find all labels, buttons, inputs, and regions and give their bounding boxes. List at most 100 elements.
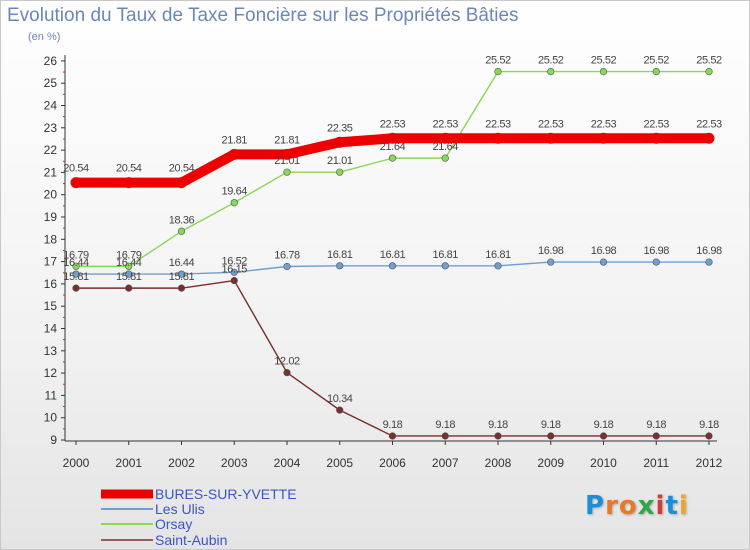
y-tick-label: 19 (44, 210, 58, 224)
data-point-bures-sur-yvette (650, 132, 662, 144)
data-point-bures-sur-yvette (598, 132, 609, 144)
data-point-orsay (494, 68, 502, 76)
y-tick-label: 25 (44, 76, 58, 90)
y-tick-label: 23 (44, 121, 58, 135)
data-label-bures-sur-yvette: 22.35 (327, 122, 353, 134)
data-label-bures-sur-yvette: 20.54 (169, 163, 195, 175)
y-tick-label: 21 (44, 165, 58, 179)
y-tick-label: 20 (44, 188, 58, 202)
data-label-bures-sur-yvette: 22.53 (538, 118, 564, 130)
data-label-orsay: 25.52 (538, 55, 564, 67)
data-label-saint-aubin: 12.02 (274, 356, 300, 368)
data-point-orsay (125, 262, 133, 270)
data-point-les-ulis (125, 270, 133, 278)
data-label-orsay: 25.52 (591, 55, 617, 67)
y-tick-label: 18 (44, 232, 58, 246)
data-label-les-ulis: 16.44 (116, 257, 142, 269)
data-label-bures-sur-yvette: 21.81 (221, 134, 247, 146)
legend-label-bures: BURES-SUR-YVETTE (155, 486, 297, 502)
data-point-orsay (230, 199, 238, 207)
data-label-les-ulis: 16.81 (327, 249, 353, 261)
y-tick-label: 13 (44, 344, 58, 358)
x-tick-label: 2006 (379, 456, 406, 470)
data-label-les-ulis: 16.81 (380, 249, 406, 261)
data-label-saint-aubin: 10.34 (327, 393, 353, 405)
data-label-orsay: 21.01 (274, 155, 300, 167)
data-label-les-ulis: 16.98 (643, 245, 669, 257)
data-point-les-ulis (336, 262, 344, 270)
data-point-saint-aubin (599, 432, 608, 440)
logo-letter: r (605, 491, 619, 521)
x-tick-label: 2005 (326, 456, 353, 470)
data-point-orsay (652, 68, 660, 76)
data-label-saint-aubin: 15.81 (63, 271, 89, 283)
logo-letter: o (618, 491, 638, 521)
data-label-bures-sur-yvette: 21.81 (274, 134, 300, 146)
x-tick-label: 2002 (168, 456, 195, 470)
data-label-orsay: 16.79 (63, 249, 89, 261)
data-point-orsay (705, 68, 713, 76)
x-tick-label: 2004 (274, 456, 301, 470)
data-point-les-ulis (705, 258, 713, 266)
data-label-orsay: 25.52 (485, 55, 511, 67)
data-label-orsay: 25.52 (643, 55, 669, 67)
x-tick-label: 2011 (643, 456, 669, 470)
x-tick-label: 2003 (221, 456, 248, 470)
data-label-saint-aubin: 9.18 (699, 419, 719, 431)
data-label-bures-sur-yvette: 22.53 (591, 118, 617, 130)
data-label-orsay: 21.64 (380, 141, 406, 153)
data-label-bures-sur-yvette: 22.53 (380, 118, 406, 130)
data-point-bures-sur-yvette (439, 132, 451, 144)
data-label-orsay: 19.64 (221, 186, 247, 198)
data-label-les-ulis: 16.52 (221, 255, 247, 267)
data-point-orsay (72, 262, 80, 270)
data-point-les-ulis (72, 270, 80, 278)
data-point-orsay (336, 168, 344, 176)
x-tick-label: 2000 (63, 456, 90, 470)
chart-title: Evolution du Taux de Taxe Foncière sur l… (7, 5, 519, 26)
data-point-saint-aubin (705, 432, 713, 440)
data-point-saint-aubin (283, 369, 291, 377)
data-label-saint-aubin: 15.81 (169, 271, 195, 283)
y-tick-label: 26 (44, 54, 58, 68)
data-point-les-ulis (283, 262, 291, 271)
x-tick-label: 2008 (485, 456, 512, 470)
data-point-saint-aubin (547, 432, 555, 440)
logo-letter: i (655, 491, 666, 521)
data-point-les-ulis (547, 258, 555, 266)
y-tick-label: 22 (44, 143, 58, 157)
data-point-bures-sur-yvette (123, 177, 135, 189)
y-axis-unit-label: (en %) (28, 31, 61, 43)
data-point-les-ulis (388, 262, 397, 270)
y-tick-label: 17 (44, 255, 58, 269)
x-tick-label: 2010 (590, 456, 617, 470)
legend-label-les-ulis: Les Ulis (155, 501, 205, 517)
data-label-les-ulis: 16.98 (591, 245, 617, 257)
y-tick-label: 14 (44, 322, 58, 336)
x-tick-label: 2012 (696, 456, 723, 470)
data-label-saint-aubin: 16.15 (221, 264, 247, 276)
data-label-les-ulis: 16.81 (432, 249, 458, 261)
data-label-bures-sur-yvette: 22.53 (432, 118, 458, 130)
logo-letter: i (678, 491, 689, 521)
data-point-bures-sur-yvette (334, 136, 346, 148)
data-point-saint-aubin (177, 284, 186, 292)
data-point-orsay (547, 68, 555, 76)
data-point-bures-sur-yvette (492, 132, 504, 144)
y-tick-label: 10 (44, 411, 58, 425)
data-point-les-ulis (177, 270, 186, 278)
y-tick-label: 12 (44, 366, 58, 380)
data-label-les-ulis: 16.44 (63, 257, 89, 269)
data-label-saint-aubin: 9.18 (594, 419, 614, 431)
legend-label-saint-aubin: Saint-Aubin (155, 532, 228, 548)
data-point-saint-aubin (494, 432, 502, 440)
data-label-les-ulis: 16.78 (274, 250, 300, 262)
series-line-saint-aubin (75, 279, 710, 437)
data-point-saint-aubin (388, 432, 397, 440)
data-label-les-ulis: 16.98 (696, 245, 722, 257)
data-label-saint-aubin: 9.18 (541, 419, 561, 431)
data-label-les-ulis: 16.81 (485, 249, 511, 261)
data-point-bures-sur-yvette (176, 177, 187, 189)
